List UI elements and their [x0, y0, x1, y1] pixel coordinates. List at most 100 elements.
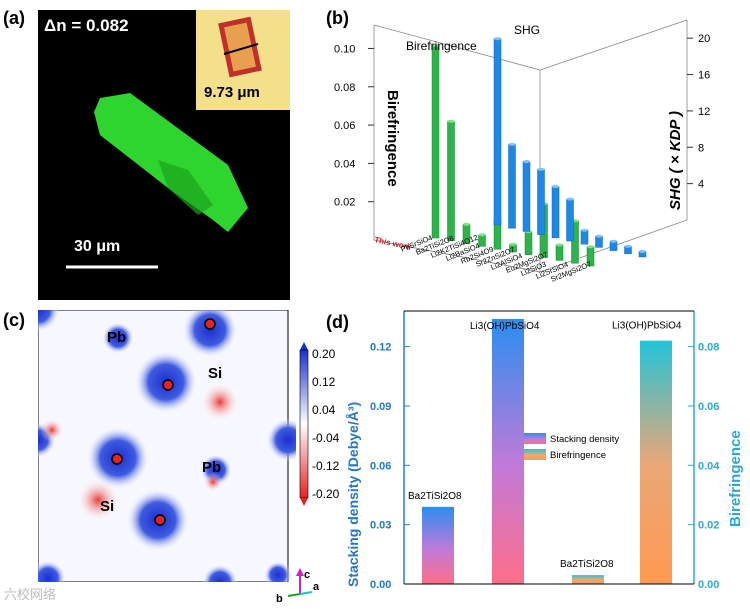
atom-label-pb1: Pb: [107, 329, 126, 346]
shg-bar: [580, 229, 589, 245]
atom-label-pb2: Pb: [202, 459, 221, 476]
biref-bar-cap: [587, 245, 594, 249]
colorbar-tick-label: -0.04: [312, 431, 340, 445]
series-label-birefringence: Birefringence: [406, 39, 477, 53]
birefringence-bar: [572, 575, 604, 584]
left-axis-ticks: 0.00 0.03 0.06 0.09 0.12: [370, 342, 410, 591]
right-tick-label: 16: [698, 70, 710, 82]
density-map-svg: Pb Si Pb Si: [16, 288, 310, 600]
right-tick-label: 12: [698, 106, 710, 118]
left-tick-label: 0.06: [370, 460, 391, 472]
left-tick-label: 0.12: [370, 342, 391, 354]
shg-bar: [537, 169, 545, 235]
green-crystal: [94, 93, 248, 232]
chart-d: 0.00 0.03 0.06 0.09 0.12 0.00 0.02 0.04 0.06 0.0…: [322, 305, 750, 604]
microscope-image: Δn = 0.082 9.73 μm 30 μm: [38, 10, 290, 300]
crystal-photo: [66, 93, 248, 269]
axis-c-label: c: [304, 569, 310, 581]
left-axis-title: Stacking density (Debye/Å³): [345, 402, 361, 587]
biref-bar: [555, 244, 564, 261]
atom-label-si2: Si: [100, 498, 114, 515]
colorbar-tick-label: -0.20: [312, 487, 340, 501]
legend-label-birefringence: Birefringence: [550, 450, 606, 461]
shg-bar-cap: [610, 239, 617, 243]
right-tick-label: 0.06: [698, 401, 719, 413]
biref-bar-cap: [478, 233, 486, 237]
right-tick-label: 4: [698, 179, 704, 191]
biref-bar: [524, 231, 533, 256]
biref-bar-cap: [447, 119, 455, 123]
shg-bar-cap: [552, 185, 559, 189]
colorbar: 0.20 0.12 0.04 -0.04 -0.12 -0.20: [299, 342, 340, 506]
box-frame: [373, 19, 688, 273]
crystal-shading: [158, 160, 213, 215]
bars: [422, 318, 672, 584]
inset-image: 9.73 μm: [196, 10, 290, 110]
shg-bar-cap: [581, 228, 588, 232]
left-tick-label: 0.03: [370, 520, 391, 532]
legend-label-stacking: Stacking density: [550, 434, 619, 445]
colorbar-tick-label: 0.04: [312, 403, 336, 417]
biref-bar-cap: [432, 43, 439, 47]
shg-bar-cap: [523, 160, 530, 164]
left-axis-ticks: 0.02 0.04 0.06 0.08 0.10: [334, 43, 374, 209]
right-axis-title: SHG ( × KDP ): [667, 111, 684, 210]
right-tick-label: 0.00: [698, 579, 719, 591]
bar-label: Ba2TiSi2O8: [408, 491, 462, 502]
axis-triad: c a b: [276, 568, 320, 604]
stacking-density-bar: [492, 318, 524, 584]
right-tick-label: 20: [698, 33, 710, 45]
colorbar-tick-label: 0.20: [312, 347, 336, 361]
legend-swatch-stacking: [524, 433, 546, 444]
bar-label: Li3(OH)PbSiO4: [612, 321, 682, 332]
delta-n-text: Δn = 0.082: [44, 16, 129, 35]
shg-bar: [551, 186, 560, 239]
biref-bar: [478, 234, 486, 247]
shg-bar-cap: [624, 244, 632, 248]
biref-bar-cap: [556, 243, 563, 247]
inset-crystal: [218, 16, 262, 78]
left-tick-label: 0.00: [370, 579, 391, 591]
left-tick-label: 0.08: [334, 82, 355, 94]
legend-swatch-birefringence: [524, 449, 546, 460]
atom-label-si1: Si: [208, 365, 222, 382]
legend: Stacking density Birefringence: [524, 433, 619, 461]
bars: [431, 37, 647, 267]
right-tick-label: 0.04: [698, 460, 720, 472]
biref-bar-cap: [509, 242, 517, 246]
left-tick-label: 0.06: [334, 120, 355, 132]
colorbar-tick-label: 0.12: [312, 375, 336, 389]
left-tick-label: 0.02: [334, 197, 355, 209]
bar-label: Ba2TiSi2O8: [560, 559, 614, 570]
left-tick-label: 0.10: [334, 43, 355, 55]
shg-bar-cap: [639, 249, 646, 253]
colorbar-ticks: 0.20 0.12 0.04 -0.04 -0.12 -0.20: [312, 347, 340, 501]
panel-a-label: (a): [3, 8, 25, 28]
chart-b-svg: 0.02 0.04 0.06 0.08 0.10 4 8 12 16 20 Birefringe…: [334, 19, 710, 284]
right-tick-label: 8: [698, 142, 704, 154]
shg-bar: [566, 198, 574, 242]
panel-c-label: (c): [3, 310, 25, 330]
bar-labels: Ba2TiSi2O8 Li3(OH)PbSiO4 Ba2TiSi2O8 Li3(OH)…: [408, 321, 682, 570]
chart-d-svg: 0.000.030.060.090.12 0.000.020.040.060.0…: [345, 310, 744, 591]
panel-b-label: (b): [326, 8, 349, 28]
stacking-density-bar: [422, 506, 454, 584]
axis-b-label: b: [276, 593, 283, 604]
colorbar-tick-label: -0.12: [312, 459, 340, 473]
biref-bar-cap: [463, 222, 470, 226]
shg-bar: [493, 38, 502, 226]
biref-bar: [447, 121, 455, 242]
birefringence-bar: [640, 340, 672, 584]
shg-bar-cap: [537, 167, 545, 171]
right-tick-label: 0.08: [698, 342, 719, 354]
right-axis-ticks: 4 8 12 16 20: [687, 33, 710, 191]
right-axis-ticks: 0.00 0.02 0.04 0.06 0.08: [688, 342, 720, 591]
axis-a-label: a: [313, 581, 320, 593]
shg-bar: [508, 144, 516, 229]
inset-size-text: 9.73 μm: [204, 84, 260, 101]
shg-bar-cap: [595, 234, 603, 238]
shg-bar: [522, 161, 531, 232]
watermark: 六校网络: [4, 587, 57, 602]
shg-bar-cap: [508, 142, 516, 146]
density-map: Pb Si Pb Si: [16, 288, 310, 600]
